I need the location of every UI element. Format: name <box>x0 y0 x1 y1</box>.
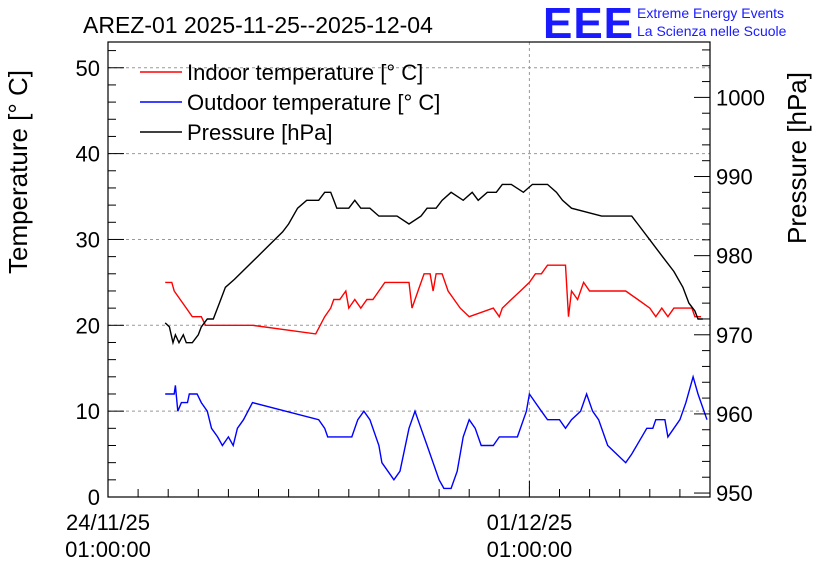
legend-label-2: Pressure [hPa] <box>187 120 333 145</box>
eee-caption: Extreme Energy Events La Scienza nelle S… <box>637 4 786 40</box>
legend-label-1: Outdoor temperature [° C] <box>187 90 440 115</box>
y-tick-label: 10 <box>76 399 100 424</box>
legend: Indoor temperature [° C] Outdoor temperat… <box>140 60 440 145</box>
y-tick-label: 50 <box>76 56 100 81</box>
series-group <box>164 183 708 490</box>
eee-logo-icon: EEE <box>543 2 633 42</box>
series-line-0 <box>165 264 701 335</box>
y2-tick-label: 950 <box>716 481 753 506</box>
y-tick-label: 20 <box>76 313 100 338</box>
eee-caption-line1: Extreme Energy Events <box>637 5 785 21</box>
y2-tick-label: 1000 <box>716 85 765 110</box>
x-tick-label-time: 01:00:00 <box>487 537 573 562</box>
eee-caption-line2: La Scienza nelle Scuole <box>637 23 787 39</box>
y2-axis-label: Pressure [hPa] <box>782 72 812 244</box>
axes: 01020304050950960970980990100024/11/2501… <box>65 41 765 562</box>
grid-lines <box>108 42 710 497</box>
y2-tick-label: 990 <box>716 165 753 190</box>
y-tick-label: 30 <box>76 227 100 252</box>
series-line-1 <box>165 374 708 490</box>
chart-title: AREZ-01 2025-11-25--2025-12-04 <box>83 12 433 38</box>
y2-tick-label: 960 <box>716 402 753 427</box>
y2-tick-label: 980 <box>716 244 753 269</box>
y-axis-label: Temperature [° C] <box>3 70 33 274</box>
eee-logo-mark: EEE <box>543 2 633 42</box>
x-tick-label-date: 01/12/25 <box>487 510 573 535</box>
x-tick-label-date: 24/11/25 <box>66 510 150 535</box>
y2-tick-label: 970 <box>716 323 753 348</box>
y-tick-label: 40 <box>76 142 100 167</box>
legend-label-0: Indoor temperature [° C] <box>187 60 423 85</box>
y-tick-label: 0 <box>88 485 100 510</box>
series-line-2 <box>164 183 703 346</box>
x-tick-label-time: 01:00:00 <box>65 537 151 562</box>
